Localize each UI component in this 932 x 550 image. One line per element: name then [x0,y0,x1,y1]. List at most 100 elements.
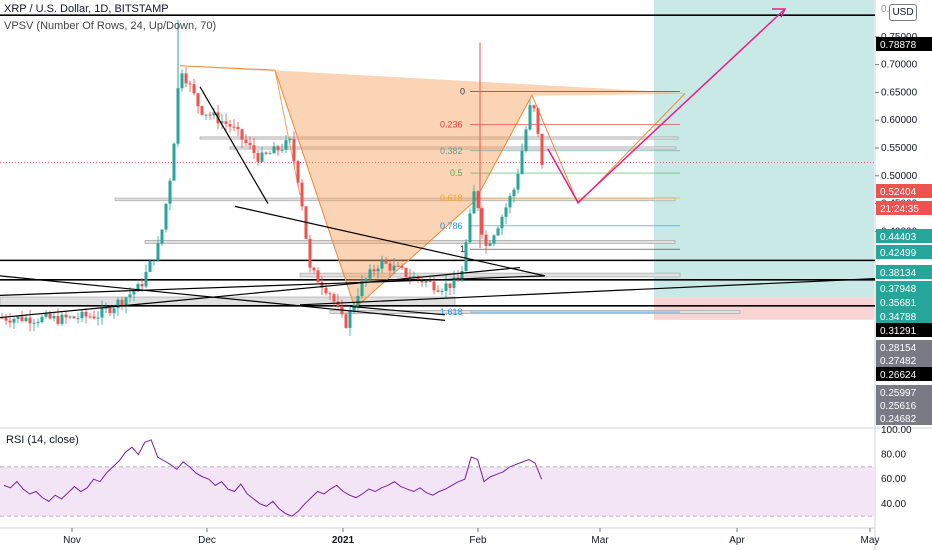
time-tick-label: Feb [469,535,487,546]
rsi-pane[interactable]: 100.00 80.00 60.00 40.00 [0,425,912,517]
candle-body [536,108,540,134]
candle-body [68,316,72,318]
price-label: 0.27482 [880,356,917,367]
price-tick-label: 0.55000 [881,143,918,154]
candle-body [204,114,208,116]
volume-profile-row [199,136,679,140]
price-label-box [876,229,932,243]
price-label: 0.78878 [880,40,917,51]
price-label: 0.37948 [880,284,917,295]
candle-body [400,266,404,268]
candle-body [396,265,400,267]
candle-body [220,121,224,124]
price-label-box [876,353,932,367]
fib-level-label: 0 [460,86,465,96]
candle-body [148,261,152,272]
price-label-box [876,309,932,323]
candle-body [432,281,436,291]
candle-body [328,293,332,295]
candle-body [8,320,12,323]
volume-profile-row [299,272,681,278]
candle-body [28,317,32,324]
candle-body [352,305,356,311]
candle-body [136,283,140,292]
trendline [234,205,546,277]
candle-body [88,316,92,318]
candle-body [268,153,272,155]
candle-body [264,152,268,154]
candle-body [252,145,256,154]
candle-body [344,314,348,328]
candle-body [60,314,64,324]
candle-body [192,84,196,94]
price-axis[interactable]: 0.750000.700000.650000.600000.550000.500… [875,4,932,425]
price-label: 0.24682 [880,414,917,425]
price-label: 0.52404 [880,187,917,198]
candle-body [500,216,504,229]
candle-body [184,73,188,84]
candle-body [312,267,316,271]
trendline [299,278,876,306]
trendline [199,86,269,204]
candle-body [104,307,108,309]
candle-body [200,106,204,115]
candle-body [512,189,516,197]
price-label-box [876,323,932,337]
time-tick-label: May [861,535,880,546]
candle-body [156,243,160,261]
candle-body [448,283,452,288]
candle-body [436,290,440,292]
candle-body [152,260,156,262]
fib-level-label: 0.236 [440,120,463,130]
candle-body [408,276,412,278]
candle-body [164,203,168,230]
time-tick-label: Dec [198,535,216,546]
candle-body [52,316,56,319]
candle-body [472,191,476,214]
candle-body [112,308,116,314]
rsi-band [0,466,875,517]
rsi-title: RSI (14, close) [6,434,79,446]
symbol-title: XRP / U.S. Dollar, 1D, BITSTAMP [4,3,169,15]
price-label-box [876,37,932,51]
candle-body [248,142,252,146]
candle-body [484,234,488,246]
candle-body [356,295,360,306]
candle-body [96,317,100,319]
candle-body [540,133,544,165]
volume-profile-row [229,146,677,150]
candle-body [428,281,432,283]
candle-body [188,83,192,85]
price-label: 0.26624 [880,370,917,381]
candle-body [316,270,320,283]
candle-body [56,316,60,324]
time-tick-label: 2021 [332,535,355,546]
candle-body [240,129,244,140]
currency-button[interactable]: USD [889,4,917,21]
trendline [0,266,521,319]
price-label-box [876,184,932,198]
price-label: 21:24:35 [880,204,919,215]
trendline [0,275,446,321]
candle-body [180,73,184,89]
short-position-zone [654,297,874,320]
time-tick-label: Mar [591,535,609,546]
candle-body [300,182,304,207]
candle-body [4,317,8,321]
candle-body [80,311,84,319]
candle-body [360,281,364,296]
long-position-zone [654,0,874,298]
candle-body [324,287,328,294]
price-label-box [876,367,932,381]
rsi-line [3,439,543,517]
candle-body [228,123,232,127]
candle-body [296,161,300,183]
candle-body [504,207,508,217]
candle-body [172,143,176,181]
candle-body [532,105,536,109]
candle-body [412,276,416,278]
candle-body [320,282,324,288]
candle-body [12,318,16,323]
